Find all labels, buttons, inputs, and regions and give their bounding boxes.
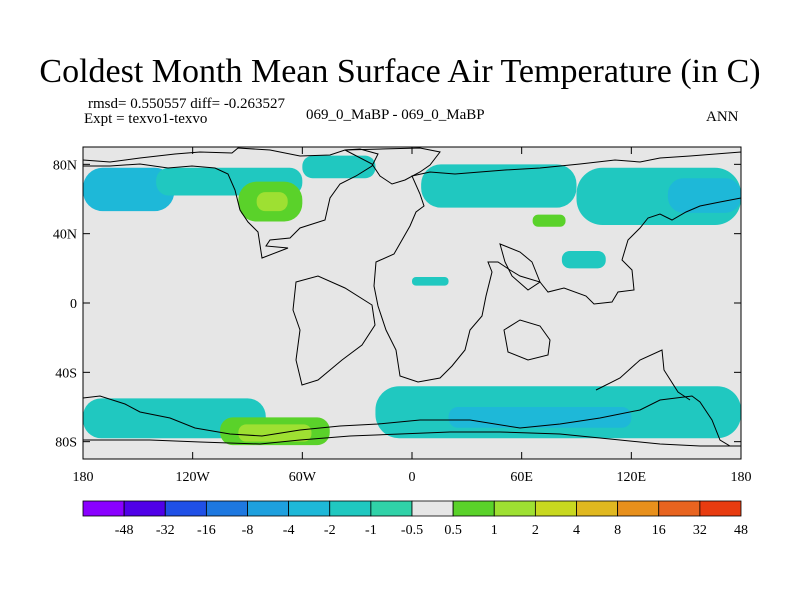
colorbar-swatch [411, 500, 454, 517]
season-label: ANN [706, 109, 739, 125]
colorbar-label: -4 [283, 523, 295, 538]
coastline-antarctica-inner [83, 431, 741, 447]
field-region-antarctic-warm-core [238, 424, 312, 442]
field-region-siberia-cold-core [667, 178, 741, 213]
colorbar-label: -2 [324, 523, 336, 538]
colorbar-label: 48 [734, 523, 748, 538]
colorbar-swatch [370, 500, 413, 517]
coastline-pacific-shelf [595, 349, 691, 401]
coastline-australia [503, 319, 551, 361]
field-region-asia-cool-patch [561, 251, 606, 269]
colorbar-label: -48 [115, 523, 134, 538]
colorbar-swatch [164, 500, 207, 517]
colorbar-swatch [493, 500, 536, 517]
field-region-greenland-cool [302, 155, 376, 179]
colorbar-label: -1 [365, 523, 377, 538]
colorbar-label: 16 [652, 523, 666, 538]
colorbar-swatch [205, 500, 248, 517]
x-tick-label: 60E [510, 470, 533, 485]
rmsd-value: rmsd= 0.550557 [88, 96, 187, 112]
colorbar-label: -16 [197, 523, 216, 538]
y-tick-label: 40S [55, 366, 77, 381]
period-subtitle: 069_0_MaBP - 069_0_MaBP [306, 107, 485, 123]
colorbar-label: -32 [156, 523, 175, 538]
field-region-central-asia-warm [532, 214, 566, 227]
stats-line: rmsd= 0.550557 diff= -0.263527 [88, 96, 285, 112]
y-tick-label: 80N [53, 158, 77, 173]
coastlines [83, 147, 741, 447]
x-tick-label: 180 [731, 470, 752, 485]
y-tick-label: 80S [55, 436, 77, 451]
colorbar-swatch [617, 500, 660, 517]
field-region-africa-patch [412, 277, 449, 286]
colorbar-swatch [123, 500, 166, 517]
colorbar-label: 4 [573, 523, 580, 538]
field-region-arctic-band-west [83, 167, 175, 212]
field-region-north-america-warm-core [256, 192, 288, 212]
coastline-south-asia [499, 243, 541, 291]
colorbar-swatch [576, 500, 619, 517]
coastline-eurasia-africa [373, 151, 741, 383]
x-tick-label: 0 [409, 470, 416, 485]
colorbar-label: -0.5 [401, 523, 423, 538]
colorbar-swatch [534, 500, 577, 517]
diff-value: diff= -0.263527 [190, 96, 286, 112]
colorbar-swatch [247, 500, 290, 517]
y-tick-label: 0 [70, 297, 77, 312]
y-tick-label: 40N [53, 228, 77, 243]
coastline-north-america [83, 147, 379, 259]
x-tick-label: 60W [289, 470, 317, 485]
field-region-europe-cool [421, 164, 577, 208]
colorbar-swatch [288, 500, 331, 517]
colorbar-swatch [658, 500, 701, 517]
colorbar-swatch [82, 500, 125, 517]
colorbar: -48 -32 -16 -8 -4 -2 -1 -0.5 0.5 1 2 4 8 16 32 48 [82, 500, 748, 538]
colorbar-swatch [699, 500, 742, 517]
x-tick-label: 120W [176, 470, 211, 485]
field-region-southern-ocean-cold-core [448, 407, 632, 428]
field-region-southern-ocean-cool-west [83, 398, 266, 439]
colorbar-label: 8 [614, 523, 621, 538]
colorbar-label: 0.5 [444, 523, 462, 538]
colorbar-swatch [329, 500, 372, 517]
colorbar-label: 2 [532, 523, 539, 538]
colorbar-label: 1 [491, 523, 498, 538]
x-tick-label: 180 [73, 470, 94, 485]
temperature-field [83, 155, 741, 446]
colorbar-label: -8 [242, 523, 254, 538]
coastline-antarctica [83, 395, 741, 447]
map-axes: 180 120W 60W 0 60E 120E 180 80N 40N 0 40S 80S [53, 147, 752, 485]
colorbar-swatch [452, 500, 495, 517]
plot-title: Coldest Month Mean Surface Air Temperatu… [39, 53, 761, 90]
colorbar-label: 32 [693, 523, 707, 538]
experiment-label: Expt = texvo1-texvo [84, 111, 208, 127]
x-tick-label: 120E [617, 470, 647, 485]
coastline-south-america [292, 275, 376, 386]
